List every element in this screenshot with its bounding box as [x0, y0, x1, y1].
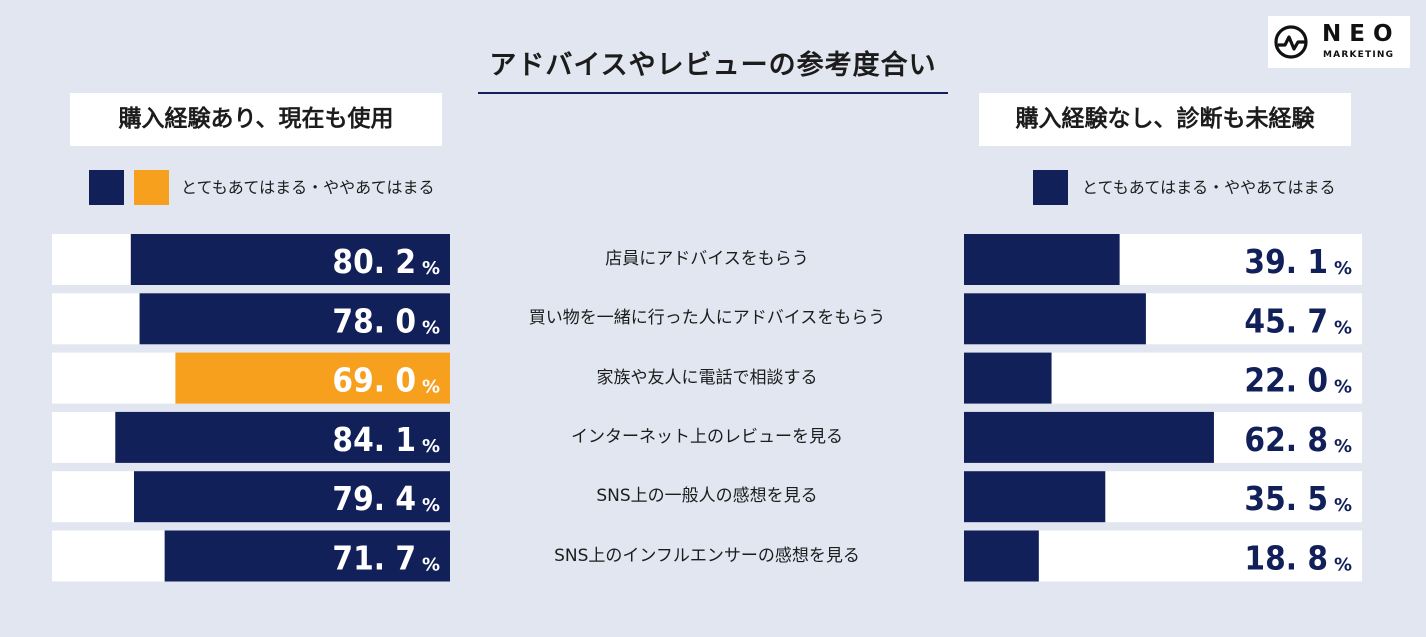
left-bar: [115, 411, 451, 463]
logo-marketing-text: MARKETING: [1323, 50, 1395, 60]
left-bar: [164, 530, 450, 582]
right-unit-label: %: [1334, 555, 1352, 576]
neo-marketing-logo: NEO MARKETING: [1268, 16, 1410, 68]
left-group-label: 購入経験あり、現在も使用: [70, 93, 442, 146]
left-unit-label: %: [422, 555, 440, 576]
left-value-label: 80. 2: [332, 242, 416, 281]
left-bar: [139, 293, 450, 345]
right-bar: [964, 293, 1146, 345]
right-value-label: 45. 7: [1244, 301, 1328, 340]
left-unit-label: %: [422, 258, 440, 279]
right-unit-label: %: [1334, 258, 1352, 279]
legend-swatch-navy-left: [89, 170, 124, 205]
legend-text-right: とてもあてはまる・ややあてはまる: [1082, 178, 1336, 197]
right-group-label: 購入経験なし、診断も未経験: [979, 93, 1351, 146]
title-underline: [478, 92, 948, 94]
category-label: 買い物を一緒に行った人にアドバイスをもらう: [528, 308, 886, 329]
left-value-label: 84. 1: [332, 420, 416, 459]
left-value-label: 78. 0: [332, 301, 416, 340]
right-value-label: 35. 5: [1244, 479, 1328, 518]
left-value-label: 69. 0: [332, 361, 416, 400]
legend-swatch-navy-right: [1033, 170, 1068, 205]
left-value-label: 71. 7: [332, 539, 416, 578]
right-unit-label: %: [1334, 317, 1352, 338]
category-label: インターネット上のレビューを見る: [571, 426, 843, 447]
right-unit-label: %: [1334, 436, 1352, 457]
logo-neo-text: NEO: [1322, 21, 1401, 47]
left-unit-label: %: [422, 317, 440, 338]
left-bar: [133, 471, 450, 523]
right-value-label: 18. 8: [1244, 539, 1328, 578]
right-bar: [964, 411, 1214, 463]
right-bar: [964, 234, 1120, 285]
left-unit-label: %: [422, 436, 440, 457]
left-unit-label: %: [422, 377, 440, 398]
left-unit-label: %: [422, 495, 440, 516]
left-bar: [130, 234, 450, 285]
left-bar: [175, 352, 450, 404]
right-value-label: 62. 8: [1244, 420, 1328, 459]
pulse-circle-icon: [1274, 25, 1308, 59]
right-unit-label: %: [1334, 377, 1352, 398]
right-bar: [964, 471, 1106, 523]
legend-text-left: とてもあてはまる・ややあてはまる: [181, 178, 435, 197]
category-label: 家族や友人に電話で相談する: [596, 367, 818, 388]
right-value-label: 22. 0: [1244, 361, 1328, 400]
right-bar: [964, 352, 1052, 404]
chart-title: アドバイスやレビューの参考度合い: [489, 50, 937, 81]
category-label: SNS上の一般人の感想を見る: [596, 486, 818, 507]
left-value-label: 79. 4: [332, 479, 416, 518]
category-label: 店員にアドバイスをもらう: [605, 249, 809, 269]
right-value-label: 39. 1: [1244, 242, 1328, 281]
right-unit-label: %: [1334, 495, 1352, 516]
right-bar: [964, 530, 1039, 582]
category-label: SNS上のインフルエンサーの感想を見る: [554, 545, 860, 566]
legend-swatch-orange-left: [134, 170, 169, 205]
